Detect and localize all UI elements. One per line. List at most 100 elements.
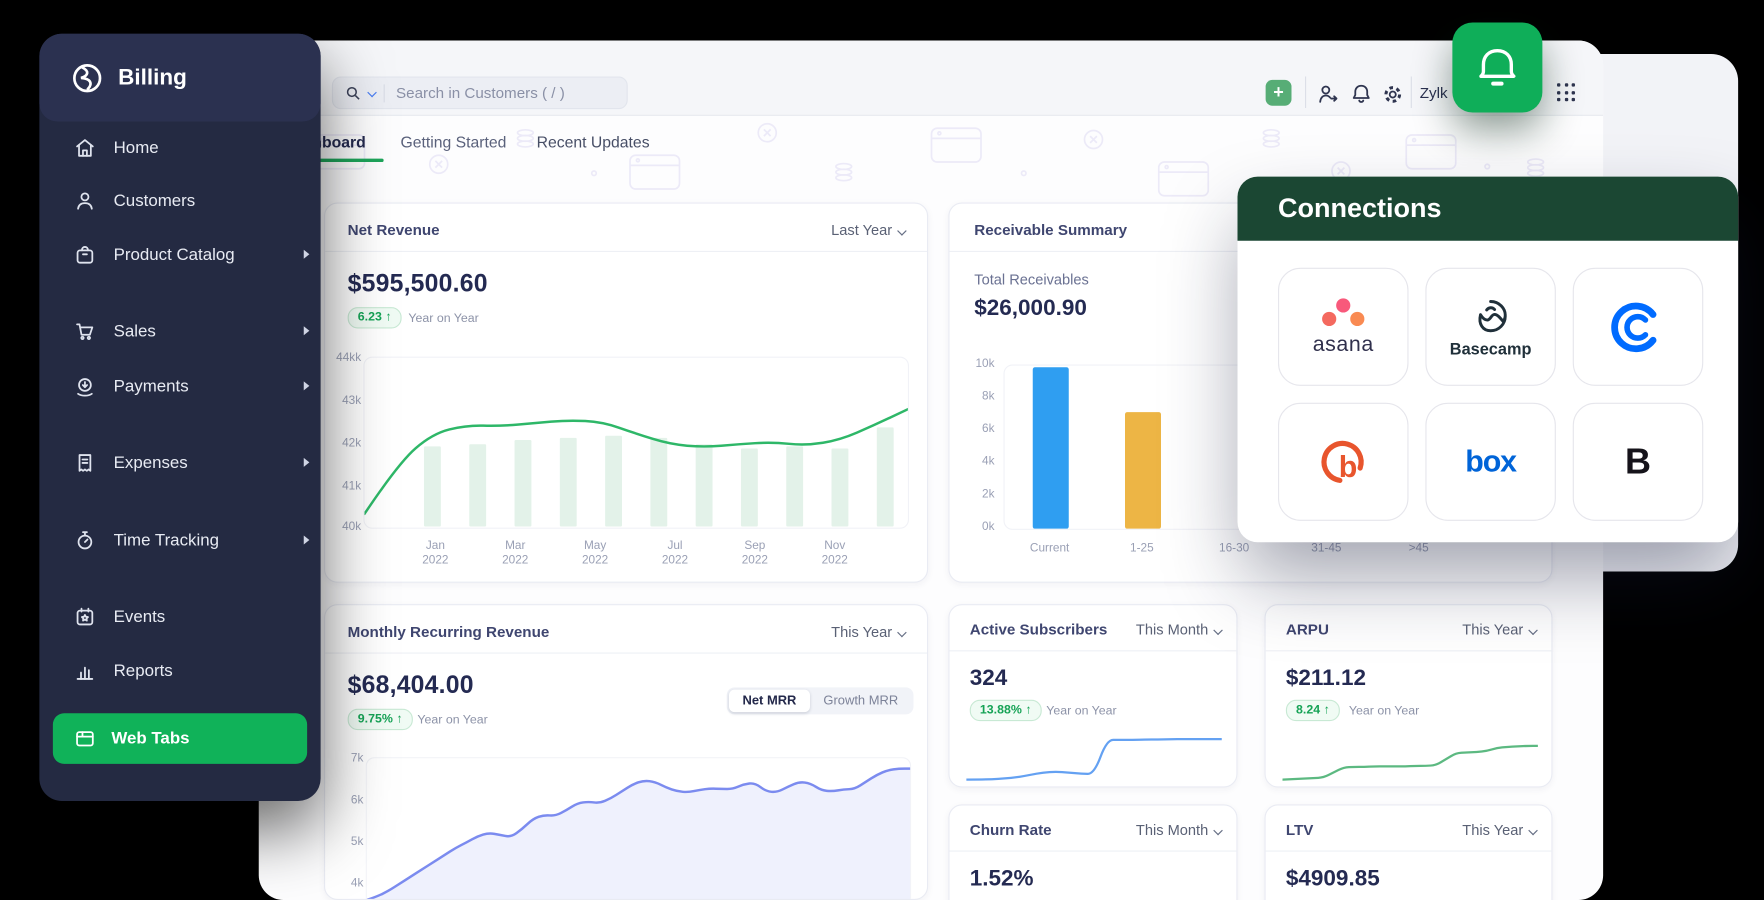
ltv-title: LTV	[1285, 821, 1314, 839]
sidebar-item-reports[interactable]: Reports	[39, 651, 320, 689]
home-icon	[76, 138, 94, 157]
y-tick: 8k	[982, 389, 995, 403]
net-revenue-plot	[363, 356, 910, 529]
x-tick: Sep 2022	[741, 538, 769, 567]
sidebar-item-sales[interactable]: Sales	[39, 312, 320, 350]
total-receivables-label: Total Receivables	[974, 271, 1089, 288]
arpu-value: $211.12	[1285, 666, 1366, 691]
divider	[325, 652, 927, 654]
total-receivables-value: $26,000.90	[974, 295, 1087, 321]
sidebar-item-time-tracking[interactable]: Time Tracking	[39, 521, 320, 559]
churn-rate-card: Churn Rate This Month 1.52%	[948, 804, 1238, 900]
x-tick: >45	[1408, 541, 1429, 555]
sidebar: Billing Home Customers Product Catalog S…	[39, 33, 321, 801]
y-tick: 41k	[342, 479, 362, 493]
connection-tile-basecamp[interactable]: Basecamp	[1425, 267, 1556, 386]
notification-bell-overlay[interactable]	[1452, 22, 1543, 113]
connections-title: Connections	[1278, 192, 1442, 224]
subscribers-period-dropdown[interactable]: This Month	[1136, 621, 1223, 638]
reports-icon	[76, 666, 94, 680]
ltv-value: $4909.85	[1285, 866, 1380, 891]
expenses-receipt-icon	[78, 453, 92, 472]
connections-header: Connections	[1237, 176, 1739, 241]
search-input[interactable]: Search in Customers ( / )	[331, 76, 628, 110]
sidebar-item-expenses[interactable]: Expenses	[39, 443, 320, 481]
connection-tile-bitly[interactable]: b	[1278, 402, 1409, 521]
arpu-period-dropdown[interactable]: This Year	[1462, 621, 1538, 638]
y-tick: 43k	[342, 393, 362, 408]
connection-tile-calendly[interactable]	[1572, 267, 1704, 386]
apps-grid-icon[interactable]	[1557, 83, 1576, 102]
tab-recent-updates[interactable]: Recent Updates	[536, 132, 650, 151]
billing-logo-label: Billing	[118, 64, 187, 90]
connection-tile-bigcommerce[interactable]: B	[1572, 402, 1704, 521]
sidebar-item-customers[interactable]: Customers	[39, 181, 320, 219]
churn-period-dropdown[interactable]: This Month	[1136, 821, 1223, 838]
net-revenue-period-dropdown[interactable]: Last Year	[831, 222, 907, 239]
connection-tile-asana[interactable]: asana	[1278, 267, 1409, 386]
arpu-card: ARPU This Year $211.12 8.24 ↑ Year on Ye…	[1264, 604, 1553, 788]
x-tick: Jul 2022	[661, 538, 689, 567]
topbar-divider-2	[1410, 76, 1412, 108]
tab-getting-started[interactable]: Getting Started	[400, 132, 507, 151]
box-logo-wordmark: box	[1465, 444, 1517, 479]
toggle-growth-mrr[interactable]: Growth MRR	[823, 694, 899, 708]
mrr-badge-note: Year on Year	[417, 713, 488, 727]
connection-tile-box[interactable]: box	[1425, 402, 1556, 521]
search-placeholder: Search in Customers ( / )	[396, 84, 565, 102]
svg-text:b: b	[1339, 450, 1358, 483]
x-tick: 1-25	[1130, 541, 1154, 555]
user-name[interactable]: Zylk	[1419, 84, 1448, 102]
x-tick: 16-30	[1219, 541, 1250, 555]
background-doodle-pattern	[314, 122, 1545, 197]
notification-bell-icon[interactable]	[1349, 82, 1374, 107]
net-revenue-value: $595,500.60	[347, 268, 488, 297]
subscribers-badge-note: Year on Year	[1046, 704, 1117, 718]
y-tick: 42k	[342, 436, 362, 451]
plus-icon: +	[1273, 82, 1284, 102]
receivable-plot	[1003, 364, 1467, 530]
search-icon	[346, 86, 360, 100]
y-tick: 4k	[982, 454, 995, 469]
y-tick: 10k	[975, 356, 995, 371]
arpu-sparkline	[1282, 744, 1538, 781]
y-tick: 40k	[342, 519, 362, 534]
ltv-period-dropdown[interactable]: This Year	[1462, 821, 1538, 838]
sidebar-item-web-tabs[interactable]: Web Tabs	[52, 713, 308, 764]
churn-title: Churn Rate	[969, 821, 1052, 839]
y-tick: 7k	[350, 751, 364, 766]
y-tick: 4k	[350, 876, 364, 890]
product-catalog-icon	[76, 245, 94, 264]
mrr-period-dropdown[interactable]: This Year	[831, 623, 907, 640]
chevron-right-icon	[303, 535, 310, 545]
y-tick: 0k	[982, 519, 995, 534]
toggle-net-mrr[interactable]: Net MRR	[729, 689, 810, 713]
y-tick: 44kk	[336, 351, 362, 365]
mrr-plot	[365, 757, 912, 899]
sidebar-item-events[interactable]: Events	[39, 597, 320, 635]
quick-create-button[interactable]: +	[1265, 79, 1292, 106]
sidebar-item-payments[interactable]: Payments	[39, 367, 320, 405]
divider	[949, 650, 1237, 652]
net-revenue-title: Net Revenue	[347, 221, 440, 239]
receivable-title: Receivable Summary	[974, 221, 1128, 239]
sidebar-item-product-catalog[interactable]: Product Catalog	[39, 235, 320, 273]
mrr-badge: 9.75% ↑	[347, 708, 413, 731]
subscribers-value: 324	[969, 666, 1008, 691]
chevron-right-icon	[303, 381, 310, 391]
subscribers-title: Active Subscribers	[969, 621, 1108, 638]
mrr-title: Monthly Recurring Revenue	[347, 623, 550, 641]
x-tick: Nov 2022	[821, 538, 848, 567]
mrr-value: $68,404.00	[347, 670, 474, 699]
sidebar-item-home[interactable]: Home	[39, 128, 320, 166]
bigcommerce-logo-letter: B	[1624, 441, 1651, 482]
web-tabs-icon	[76, 731, 94, 747]
y-tick: 2k	[982, 487, 995, 501]
referral-users-icon[interactable]	[1316, 82, 1341, 107]
settings-gear-icon[interactable]	[1380, 82, 1405, 107]
arpu-badge-note: Year on Year	[1348, 704, 1420, 718]
asana-logo-icon	[1322, 297, 1365, 326]
basecamp-logo-icon	[1478, 299, 1507, 332]
search-scope-chevron-icon[interactable]	[367, 87, 377, 97]
mrr-toggle: Net MRR Growth MRR	[726, 687, 914, 715]
